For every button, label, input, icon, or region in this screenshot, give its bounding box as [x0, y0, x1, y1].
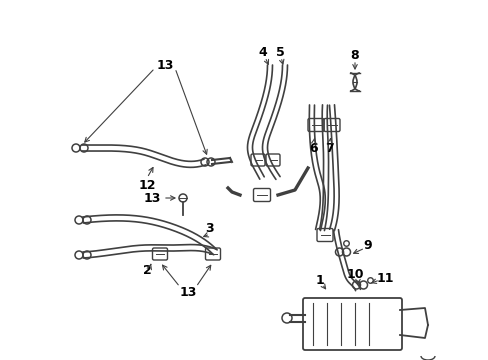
Text: 11: 11 [375, 271, 393, 284]
Text: 8: 8 [350, 49, 359, 62]
Text: 1: 1 [315, 274, 324, 287]
Text: 3: 3 [205, 221, 214, 234]
Text: 12: 12 [138, 179, 156, 192]
Text: 6: 6 [309, 141, 318, 154]
Text: 4: 4 [258, 45, 267, 59]
Text: 13: 13 [156, 59, 173, 72]
Text: 2: 2 [142, 264, 151, 276]
Text: 13: 13 [179, 285, 196, 298]
Text: 5: 5 [275, 45, 284, 59]
Text: 13: 13 [143, 192, 161, 204]
Text: 10: 10 [346, 269, 363, 282]
Text: 9: 9 [363, 239, 371, 252]
Text: 7: 7 [325, 141, 334, 154]
